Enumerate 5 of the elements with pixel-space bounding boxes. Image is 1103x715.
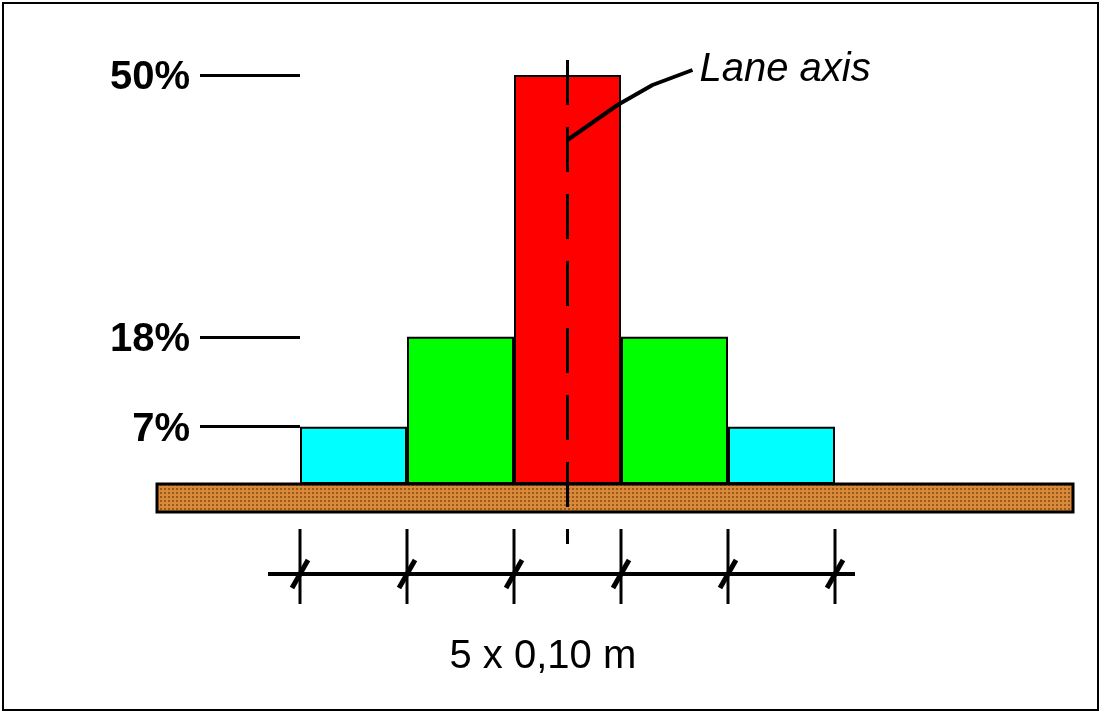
annotation: Lane axis	[699, 45, 871, 89]
y-tick-label: 50%	[109, 53, 190, 97]
y-tick-label: 18%	[109, 314, 190, 359]
text: 5 x 0,10 m	[449, 632, 637, 676]
y-tick-label: 7%	[132, 404, 190, 449]
